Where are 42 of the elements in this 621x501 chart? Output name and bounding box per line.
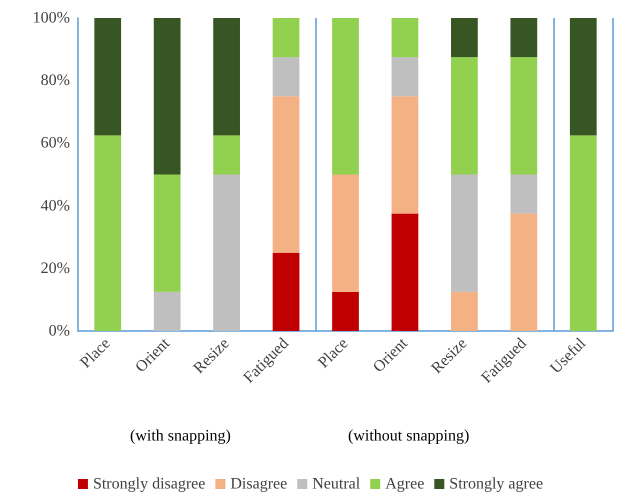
legend-label: Disagree: [230, 476, 288, 492]
bar: [272, 252, 300, 331]
bar: [154, 174, 181, 292]
bar: [392, 18, 418, 58]
y-tick-label: 80%: [40, 72, 70, 90]
y-tick-label: 100%: [32, 10, 70, 26]
bar: [332, 292, 359, 331]
bar: [272, 18, 300, 58]
legend-label: Strongly agree: [449, 476, 544, 492]
bar: [213, 18, 240, 136]
text: (with snapping): [130, 428, 231, 444]
bar: [94, 135, 122, 331]
bar: [154, 18, 181, 174]
bar: [451, 174, 478, 292]
legend-label: Agree: [385, 476, 424, 492]
bar: [392, 57, 418, 96]
bar: [392, 214, 418, 331]
bar: [332, 18, 359, 174]
bar: [213, 135, 240, 174]
y-tick-label: 60%: [40, 134, 70, 152]
y-tick-label: 40%: [40, 197, 70, 214]
bar: [272, 57, 300, 96]
legend-label: Strongly disagree: [92, 476, 206, 492]
bar: [510, 57, 538, 174]
bar: [272, 96, 300, 253]
y-tick-label: 0%: [48, 322, 70, 340]
y-tick-label: 20%: [40, 260, 70, 277]
bar: [451, 292, 478, 331]
bar: [154, 292, 181, 331]
bar: [510, 214, 538, 331]
bar: [94, 18, 122, 136]
bar: [510, 174, 538, 214]
bar: [213, 174, 240, 331]
bar: [332, 174, 359, 292]
text: (without snapping): [348, 428, 470, 444]
legend-label: Neutral: [312, 476, 361, 492]
bar: [451, 57, 478, 174]
bar: [392, 96, 418, 214]
bar: [570, 18, 597, 136]
bar: [570, 135, 597, 331]
bar: [451, 18, 478, 58]
bar: [510, 18, 538, 58]
